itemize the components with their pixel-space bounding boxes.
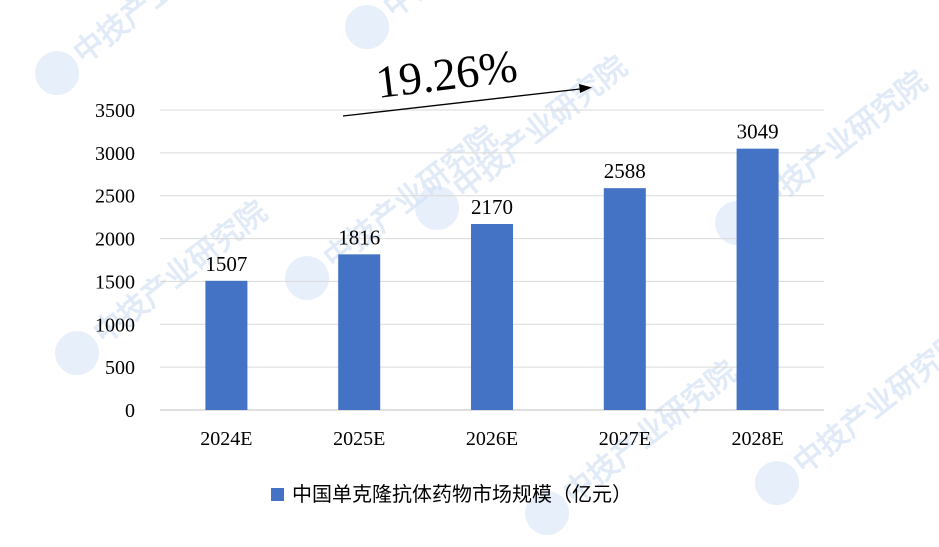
- y-tick-label: 1500: [95, 271, 135, 293]
- svg-text:中技产业研究院: 中技产业研究院: [377, 0, 564, 25]
- x-tick-label: 2027E: [599, 428, 651, 450]
- bar: [205, 280, 248, 410]
- cagr-arrowhead: [579, 84, 592, 93]
- data-label: 2170: [471, 195, 513, 219]
- bars: [205, 148, 779, 410]
- data-label: 1507: [205, 252, 247, 276]
- bar: [603, 188, 646, 410]
- x-axis-ticks: 2024E 2025E 2026E 2027E 2028E: [200, 428, 783, 450]
- bar: [338, 254, 381, 410]
- y-tick-label: 1000: [95, 314, 135, 336]
- legend-label: 中国单克隆抗体药物市场规模（亿元）: [292, 482, 632, 506]
- y-tick-label: 3500: [95, 100, 135, 122]
- svg-text:中技产业研究院: 中技产业研究院: [787, 324, 939, 481]
- x-tick-label: 2024E: [200, 428, 252, 450]
- y-tick-label: 2500: [95, 186, 135, 208]
- y-axis-ticks: 0 500 1000 1500 2000 2500 3000 3500: [95, 100, 135, 422]
- x-tick-label: 2028E: [731, 428, 783, 450]
- bar: [736, 148, 779, 410]
- y-tick-label: 0: [125, 400, 135, 422]
- svg-text:中技产业研究院: 中技产业研究院: [67, 0, 254, 71]
- cagr-arrow: [342, 88, 581, 117]
- data-labels: 1507 1816 2170 2588 3049: [205, 120, 778, 276]
- data-label: 3049: [737, 120, 779, 144]
- x-tick-label: 2026E: [466, 428, 518, 450]
- watermark: 中技产业研究院: [35, 0, 254, 96]
- legend-swatch: [271, 488, 284, 501]
- y-tick-label: 2000: [95, 229, 135, 251]
- data-label: 2588: [604, 159, 646, 183]
- legend: 中国单克隆抗体药物市场规模（亿元）: [271, 482, 632, 506]
- bar: [471, 224, 513, 410]
- data-label: 1816: [338, 225, 380, 249]
- y-tick-label: 3000: [95, 143, 135, 165]
- y-tick-label: 500: [105, 357, 135, 379]
- x-tick-label: 2025E: [333, 428, 385, 450]
